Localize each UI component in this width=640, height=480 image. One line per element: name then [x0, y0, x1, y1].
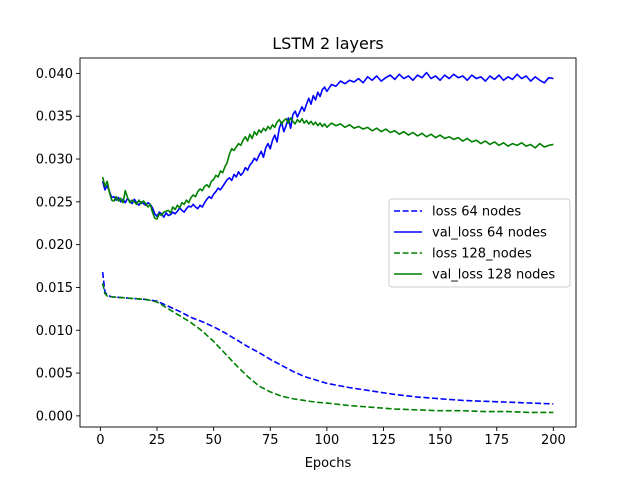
x-tick-label: 25 [149, 433, 166, 448]
x-tick-label: 175 [484, 433, 509, 448]
y-tick-label: 0.040 [36, 67, 73, 82]
y-tick-label: 0.020 [36, 238, 73, 253]
y-tick-label: 0.035 [36, 110, 73, 125]
legend-label-1: val_loss 64 nodes [432, 226, 547, 241]
x-axis-label: Epochs [305, 456, 352, 471]
x-tick-label: 100 [314, 433, 339, 448]
x-tick-label: 0 [96, 433, 104, 448]
x-tick-label: 75 [262, 433, 279, 448]
y-tick-label: 0.015 [36, 281, 73, 296]
y-tick-label: 0.010 [36, 324, 73, 339]
x-tick-label: 150 [428, 433, 453, 448]
legend-label-0: loss 64 nodes [432, 205, 521, 220]
axes-layer: 0 25 50 75 100 125 150 175 200 0.000 0.005 0.010 0.0… [36, 57, 577, 448]
chart-title: LSTM 2 layers [272, 34, 383, 53]
series-line-2 [101, 282, 554, 414]
legend-label-2: loss 128_nodes [432, 247, 532, 262]
plot-frame [79, 57, 577, 428]
x-tick-label: 125 [371, 433, 396, 448]
series-line-3 [101, 117, 554, 220]
x-tick-label: 200 [541, 433, 566, 448]
legend: loss 64 nodes val_loss 64 nodes loss 128_n… [388, 198, 571, 288]
x-tick-label: 50 [205, 433, 222, 448]
y-tick-label: 0.025 [36, 195, 73, 210]
legend-box [388, 198, 571, 288]
y-tick-label: 0.005 [36, 367, 73, 382]
series-line-1 [101, 71, 554, 219]
series-layer [101, 71, 554, 414]
y-tick-label: 0.030 [36, 153, 73, 168]
y-tick-label: 0.000 [36, 409, 73, 424]
legend-label-3: val_loss 128 nodes [432, 268, 555, 283]
